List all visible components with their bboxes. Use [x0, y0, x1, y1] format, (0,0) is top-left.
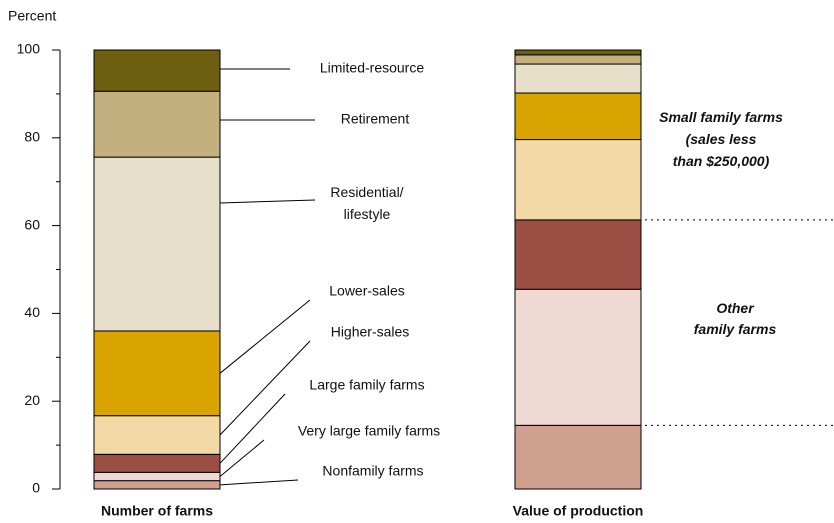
bar-segment: [514, 139, 642, 221]
leader-line: [219, 393, 286, 464]
y-tick-label: 80: [24, 129, 40, 145]
y-tick-label: 60: [24, 216, 40, 232]
bar-segment: [514, 288, 642, 426]
y-tick-label: 100: [17, 41, 41, 57]
y-tick-label: 0: [32, 480, 40, 496]
bar-segment: [93, 471, 221, 482]
annotation: Other family farms: [694, 300, 777, 337]
series-label: Residential/lifestyle: [330, 184, 403, 222]
bar-segment: [93, 480, 221, 490]
series-label: Retirement: [341, 111, 410, 127]
leader-line: [219, 199, 316, 204]
bar-segment: [514, 424, 642, 490]
x-tick-label: Value of production: [513, 503, 644, 519]
bar-segment: [93, 49, 221, 92]
y-tick-label: 20: [24, 392, 40, 408]
bar-segment: [93, 453, 221, 473]
y-tick-label: 40: [24, 304, 40, 320]
leader-line: [219, 439, 265, 477]
bar-segment: [514, 63, 642, 94]
series-label: Very large family farms: [298, 423, 440, 439]
bar-segment: [93, 156, 221, 332]
bar-segment: [514, 54, 642, 65]
series-label: Limited-resource: [320, 60, 424, 76]
leader-line: [219, 299, 311, 374]
bar-segment: [93, 415, 221, 455]
bar-segment: [93, 90, 221, 158]
bar-segment: [93, 330, 221, 417]
bar-segment: [514, 219, 642, 290]
bar-segment: [514, 92, 642, 141]
leader-line: [219, 340, 311, 436]
leader-line: [219, 479, 299, 486]
x-tick-label: Number of farms: [101, 503, 213, 519]
series-label: Nonfamily farms: [322, 463, 423, 479]
annotation: Small family farms (sales less than $250,0…: [659, 109, 783, 169]
y-axis-label: Percent: [8, 8, 56, 24]
series-label: Lower-sales: [329, 283, 404, 299]
bar-segment: [514, 49, 642, 56]
series-label: Higher-sales: [331, 324, 410, 340]
series-label: Large family farms: [309, 377, 424, 393]
